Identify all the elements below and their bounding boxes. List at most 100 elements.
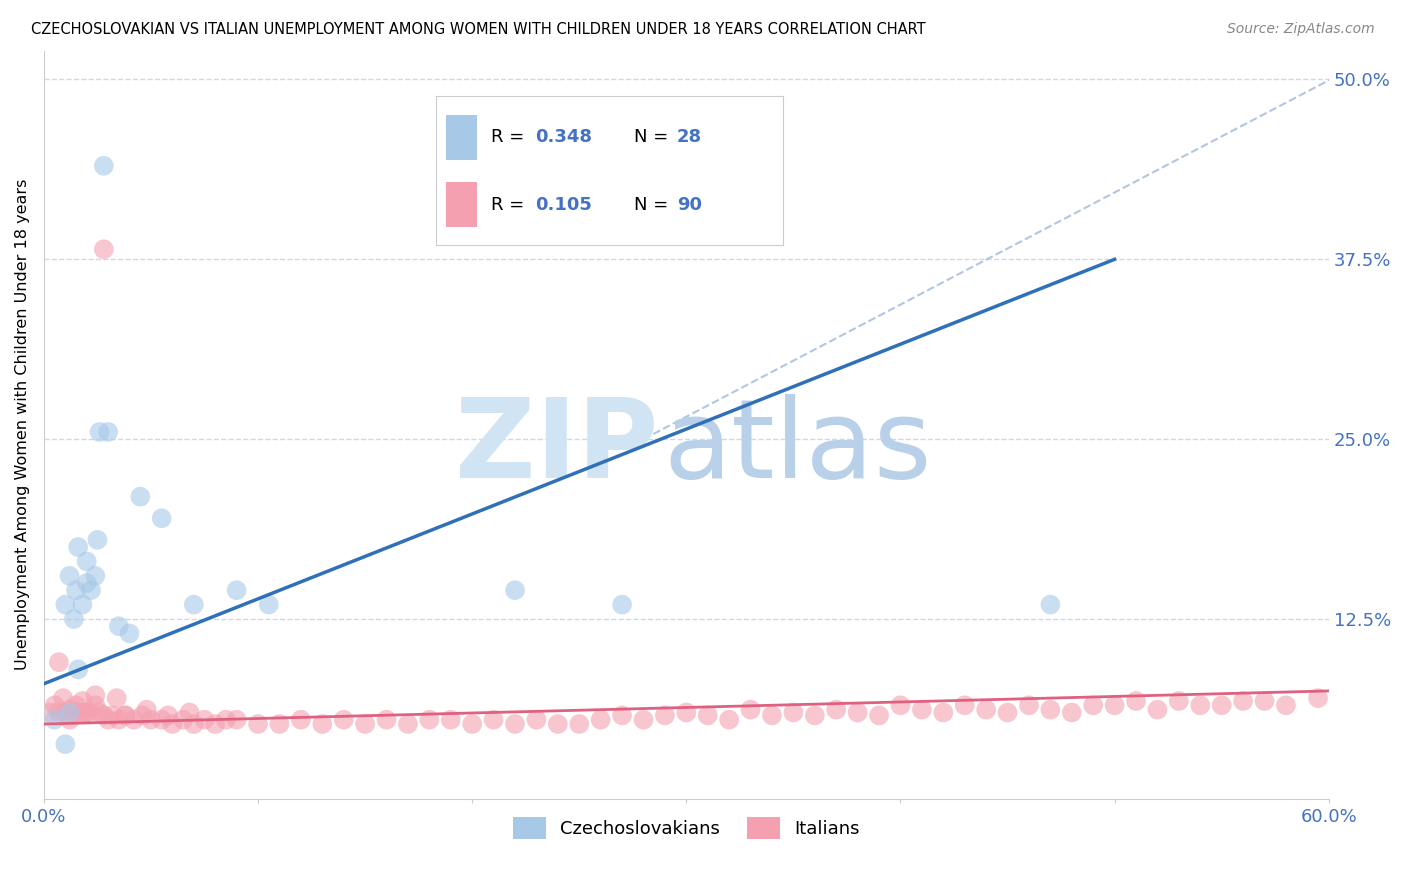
Point [1125, 694, 1147, 708]
Point [1083, 698, 1105, 713]
Point [58, 703, 80, 717]
Point [69, 706, 91, 720]
Point [114, 708, 136, 723]
Point [547, 717, 569, 731]
Point [48, 655, 70, 669]
Point [157, 708, 180, 723]
Point [89, 425, 111, 439]
Point [461, 717, 484, 731]
Text: CZECHOSLOVAKIAN VS ITALIAN UNEMPLOYMENT AMONG WOMEN WITH CHILDREN UNDER 18 YEARS: CZECHOSLOVAKIAN VS ITALIAN UNEMPLOYMENT … [31, 22, 925, 37]
Point [80, 706, 103, 720]
Point [63, 706, 86, 720]
Point [225, 583, 247, 598]
Point [215, 713, 238, 727]
Point [503, 583, 526, 598]
Point [1146, 703, 1168, 717]
Point [740, 703, 762, 717]
Point [183, 598, 205, 612]
Point [53, 737, 76, 751]
Point [654, 708, 676, 723]
Point [108, 619, 131, 633]
Point [172, 713, 194, 727]
Point [503, 717, 526, 731]
Point [48, 706, 70, 720]
Point [97, 425, 120, 439]
Point [73, 706, 96, 720]
Point [825, 703, 848, 717]
Point [67, 662, 90, 676]
Text: Source: ZipAtlas.com: Source: ZipAtlas.com [1227, 22, 1375, 37]
Point [1104, 698, 1126, 713]
Point [269, 717, 291, 731]
Point [105, 691, 128, 706]
Point [953, 698, 976, 713]
Point [868, 708, 890, 723]
Point [72, 598, 94, 612]
Point [718, 713, 741, 727]
Legend: Czechoslovakians, Italians: Czechoslovakians, Italians [506, 809, 866, 846]
Point [1306, 691, 1329, 706]
Point [526, 713, 548, 727]
Point [84, 688, 107, 702]
Point [150, 713, 173, 727]
Point [247, 717, 270, 731]
Point [311, 717, 333, 731]
Point [418, 713, 440, 727]
Point [183, 717, 205, 731]
Point [89, 706, 111, 720]
Point [257, 598, 280, 612]
Point [67, 540, 90, 554]
Point [782, 706, 804, 720]
Point [44, 713, 66, 727]
Point [974, 703, 997, 717]
Point [440, 713, 463, 727]
Point [804, 708, 827, 723]
Point [354, 717, 377, 731]
Point [76, 576, 98, 591]
Point [375, 713, 398, 727]
Point [846, 706, 869, 720]
Point [76, 706, 98, 720]
Point [131, 708, 153, 723]
Point [93, 159, 115, 173]
Point [72, 694, 94, 708]
Point [610, 598, 633, 612]
Point [204, 717, 226, 731]
Point [76, 554, 98, 568]
Point [179, 706, 201, 720]
Point [84, 698, 107, 713]
Point [761, 708, 783, 723]
Point [568, 717, 591, 731]
Point [1039, 598, 1062, 612]
Point [108, 713, 131, 727]
Point [52, 691, 75, 706]
Text: atlas: atlas [664, 393, 932, 500]
Point [1275, 698, 1298, 713]
Point [225, 713, 247, 727]
Point [139, 713, 162, 727]
Point [610, 708, 633, 723]
Point [118, 626, 141, 640]
Point [290, 713, 312, 727]
Point [114, 708, 136, 723]
Point [1211, 698, 1233, 713]
Point [39, 706, 62, 720]
Point [997, 706, 1019, 720]
Point [122, 713, 145, 727]
Y-axis label: Unemployment Among Women with Children Under 18 years: Unemployment Among Women with Children U… [15, 179, 30, 671]
Point [633, 713, 655, 727]
Point [1189, 698, 1212, 713]
Point [58, 569, 80, 583]
Point [589, 713, 612, 727]
Point [129, 490, 152, 504]
Point [80, 583, 103, 598]
Point [1232, 694, 1254, 708]
Point [63, 612, 86, 626]
Point [1018, 698, 1040, 713]
Point [58, 706, 80, 720]
Point [93, 708, 115, 723]
Point [193, 713, 215, 727]
Point [97, 713, 120, 727]
Point [396, 717, 419, 731]
Point [696, 708, 718, 723]
